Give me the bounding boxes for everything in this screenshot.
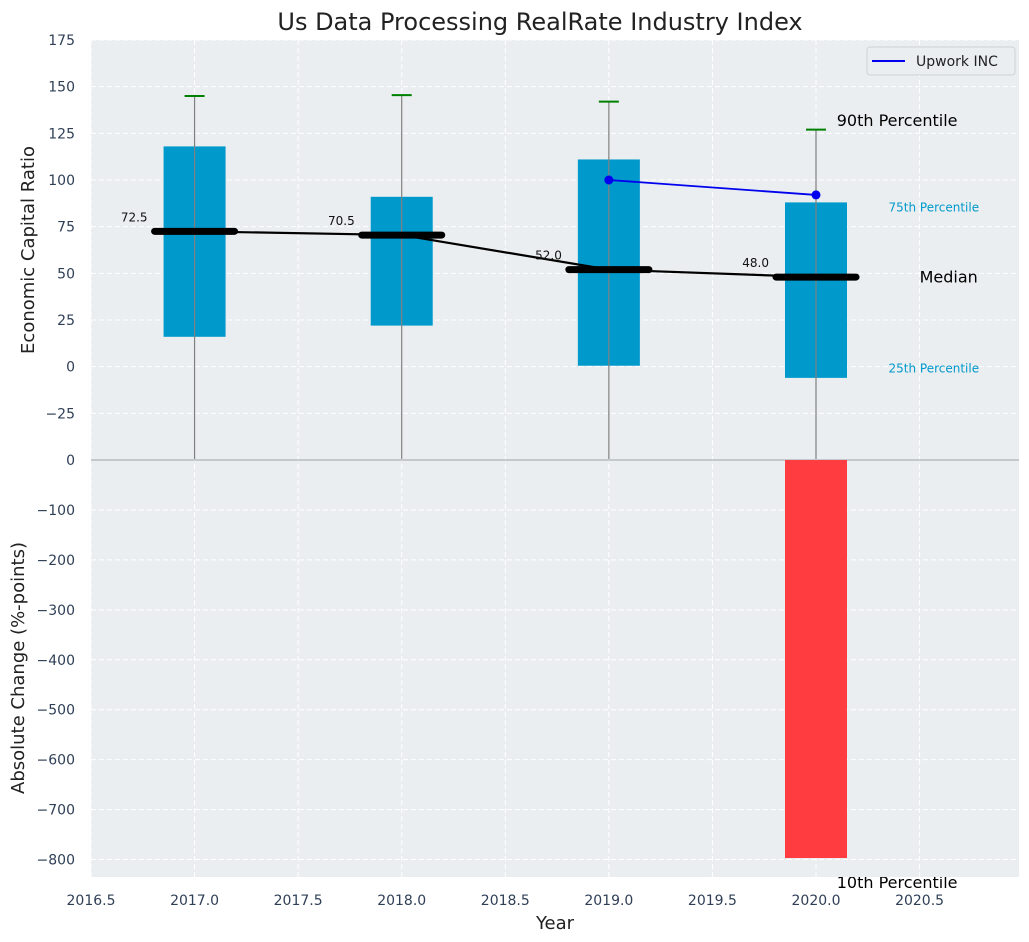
series-point-upwork-inc [604, 175, 614, 185]
x-tick-label: 2019.0 [584, 893, 633, 909]
legend: Upwork INC [866, 46, 1016, 76]
top-y-tick-label: −25 [45, 406, 75, 422]
x-tick-label: 2017.0 [170, 893, 219, 909]
bottom-y-tick-label: −700 [37, 803, 75, 819]
annotation-median: Median [920, 268, 978, 287]
legend-frame [866, 46, 1016, 76]
annotation-75th-percentile: 75th Percentile [889, 201, 980, 215]
bottom-y-tick-label: −100 [37, 503, 75, 519]
chart-title: Us Data Processing RealRate Industry Ind… [277, 8, 802, 36]
x-tick-label: 2020.0 [792, 893, 841, 909]
series-line-upwork-inc [608, 179, 817, 196]
top-y-tick-label: 0 [66, 360, 75, 376]
top-y-tick-label: 25 [57, 313, 75, 329]
median-label-2018: 70.5 [328, 214, 355, 228]
x-axis-label: Year [535, 913, 575, 934]
median-label-2017: 72.5 [121, 210, 148, 224]
x-tick-label: 2018.5 [481, 893, 530, 909]
top-y-tick-label: 150 [48, 80, 75, 96]
top-y-tick-label: 50 [57, 266, 75, 282]
series-point-upwork-inc [811, 190, 821, 200]
median-label-2019: 52.0 [535, 249, 562, 263]
x-tick-label: 2018.0 [377, 893, 426, 909]
median-label-2020: 48.0 [742, 256, 769, 270]
x-tick-label: 2020.5 [895, 893, 944, 909]
annotation-90th-percentile: 90th Percentile [837, 111, 958, 130]
bottom-y-tick-label: −200 [37, 553, 75, 569]
bottom-y-tick-label: −600 [37, 753, 75, 769]
annotation-25th-percentile: 25th Percentile [889, 361, 980, 375]
top-y-axis-label: Economic Capital Ratio [18, 146, 39, 354]
top-y-tick-label: 100 [48, 173, 75, 189]
bottom-y-tick-label: 0 [66, 453, 75, 469]
bottom-y-axis-label: Absolute Change (%-points) [8, 542, 29, 794]
x-tick-label: 2016.5 [67, 893, 116, 909]
bottom-plot-area [91, 460, 1019, 877]
top-y-tick-label: 75 [57, 220, 75, 236]
bottom-y-tick-label: −300 [37, 603, 75, 619]
change-bar-2020 [785, 460, 847, 859]
bottom-y-tick-label: −400 [37, 653, 75, 669]
x-tick-label: 2019.5 [688, 893, 737, 909]
top-y-tick-label: 125 [48, 126, 75, 142]
bottom-y-tick-label: −500 [37, 703, 75, 719]
top-plot-area [91, 40, 1019, 460]
x-tick-label: 2017.5 [274, 893, 323, 909]
top-y-tick-label: 175 [48, 33, 75, 49]
annotation-10th-percentile: 10th Percentile [837, 873, 958, 892]
median-trend-line [194, 230, 817, 279]
bottom-y-tick-label: −800 [37, 853, 75, 869]
legend-entry-upwork-inc: Upwork INC [916, 54, 998, 70]
